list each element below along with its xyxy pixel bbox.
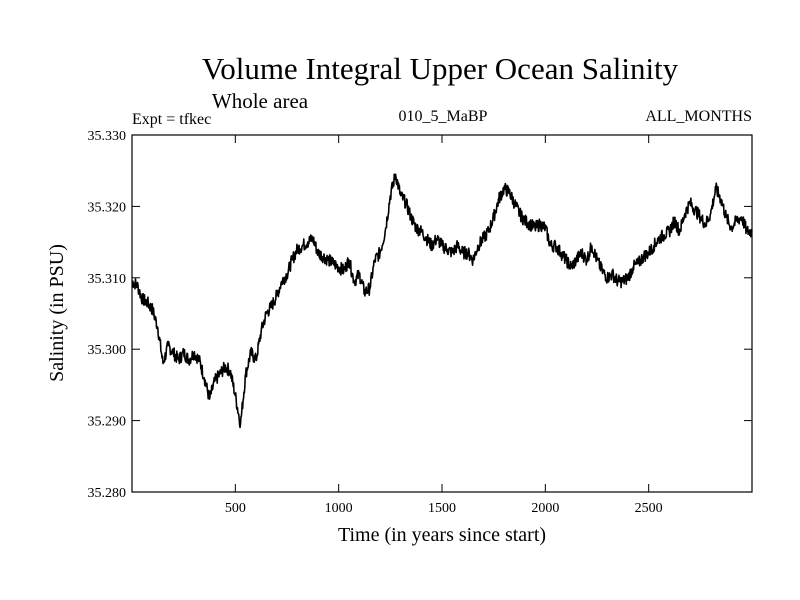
y-tick-label: 35.300 bbox=[88, 343, 127, 358]
header-left: Expt = tfkec bbox=[132, 111, 211, 128]
x-tick-label: 2000 bbox=[531, 501, 559, 516]
x-axis-label: Time (in years since start) bbox=[338, 524, 546, 546]
header-center: 010_5_MaBP bbox=[399, 108, 488, 125]
salinity-series-line bbox=[131, 173, 753, 429]
x-tick-label: 1000 bbox=[325, 501, 353, 516]
chart-title: Volume Integral Upper Ocean Salinity bbox=[202, 51, 679, 86]
y-tick-label: 35.280 bbox=[88, 486, 127, 501]
chart-subtitle: Whole area bbox=[212, 89, 309, 113]
x-tick-label: 500 bbox=[225, 501, 246, 516]
y-tick-label: 35.310 bbox=[88, 272, 127, 287]
x-tick-label: 1500 bbox=[428, 501, 456, 516]
x-tick-label: 2500 bbox=[635, 501, 663, 516]
y-tick-label: 35.330 bbox=[88, 129, 127, 144]
plot-area-frame bbox=[131, 134, 753, 493]
y-tick-label: 35.290 bbox=[88, 415, 127, 430]
header-right: ALL_MONTHS bbox=[645, 108, 752, 125]
y-axis-label: Salinity (in PSU) bbox=[46, 244, 68, 382]
x-axis-ticks: 500 1000 1500 2000 2500 bbox=[225, 135, 663, 516]
y-axis-ticks: 35.280 35.290 35.300 35.310 35.320 35.330 bbox=[88, 129, 752, 501]
y-tick-label: 35.320 bbox=[88, 200, 127, 215]
